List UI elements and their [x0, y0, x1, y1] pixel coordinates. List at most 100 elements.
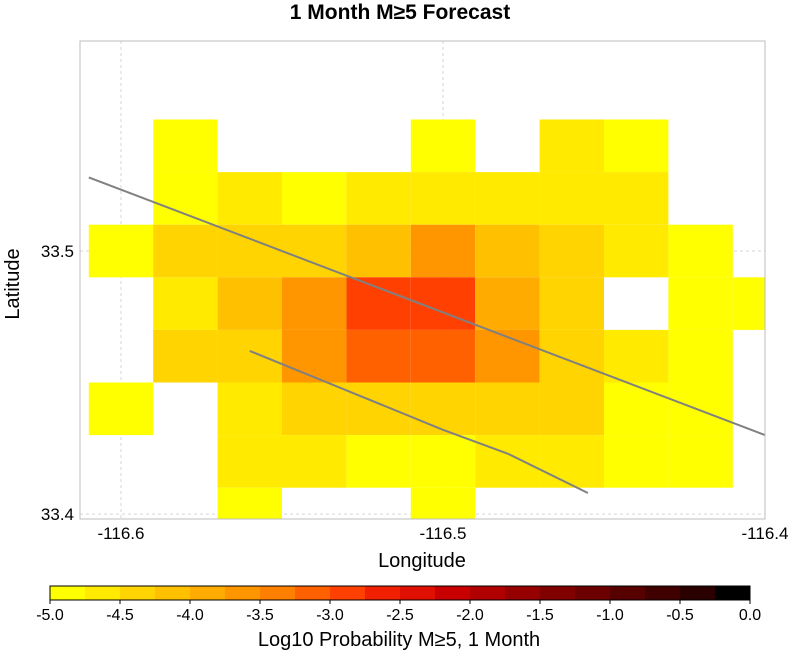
heatmap-cell — [539, 224, 604, 278]
colorbar-swatch — [85, 586, 121, 600]
heatmap-cell — [346, 277, 411, 330]
x-axis-label: Longitude — [378, 550, 466, 572]
heatmap-cell — [539, 172, 604, 225]
y-axis-label: Latitude — [2, 248, 24, 319]
colorbar-swatch — [365, 586, 401, 600]
colorbar-label: Log10 Probability M≥5, 1 Month — [258, 629, 540, 651]
heatmap-cell — [539, 119, 604, 173]
heatmap-cell — [153, 224, 218, 278]
heatmap-cell — [217, 382, 282, 436]
heatmap-cell — [346, 172, 411, 225]
plot-frame — [79, 40, 766, 520]
heatmap-cell — [539, 329, 604, 383]
heatmap-cell — [217, 487, 282, 519]
colorbar-swatch — [260, 586, 296, 600]
x-axis-ticks: -116.6 -116.5 -116.4 — [98, 524, 789, 543]
colorbar-swatch — [190, 586, 226, 600]
heatmap-cell — [217, 172, 282, 225]
colorbar-swatch — [435, 586, 471, 600]
heatmap-cell — [604, 329, 669, 383]
heatmap-cell — [153, 172, 218, 225]
heatmap-cell — [475, 329, 540, 383]
heatmap-cell — [475, 224, 540, 278]
colorbar-tick-label: -3.0 — [316, 607, 344, 624]
colorbar-swatch — [120, 586, 156, 600]
fault-trace-line — [88, 176, 766, 437]
heatmap-cell — [346, 224, 411, 278]
heatmap-cell — [475, 435, 540, 488]
fault-traces — [88, 176, 766, 494]
heatmap-cell — [475, 382, 540, 436]
colorbar-swatch — [155, 586, 191, 600]
heatmap-cell — [217, 435, 282, 488]
heatmap-cell — [153, 119, 218, 173]
colorbar-tick-label: -1.0 — [596, 607, 624, 624]
colorbar-tick-label: -3.5 — [246, 607, 274, 624]
chart-title: 1 Month M≥5 Forecast — [290, 1, 510, 24]
colorbar-ticks: -5.0 -4.5 -4.0 -3.5 -3.0 -2.5 -2.0 -1.5 -1.0 -0.5… — [36, 600, 761, 624]
colorbar-swatch — [505, 586, 541, 600]
x-tick-label: -116.6 — [98, 524, 145, 543]
colorbar-swatch — [540, 586, 576, 600]
heatmap-cell — [217, 224, 282, 278]
heatmap-cell — [346, 329, 411, 383]
heatmap-cell — [153, 329, 218, 383]
heatmap-cell — [410, 435, 476, 488]
colorbar-swatch — [330, 586, 366, 600]
colorbar-swatch — [470, 586, 506, 600]
heatmap-cell — [282, 172, 347, 225]
heatmap-cell — [475, 277, 540, 330]
colorbar-tick-label: -5.0 — [36, 607, 64, 624]
heatmap-cell — [282, 329, 347, 383]
colorbar-tick-label: -2.0 — [456, 607, 484, 624]
heatmap-cell — [668, 277, 733, 330]
y-tick-label: 33.4 — [41, 505, 74, 524]
heatmap-cell — [604, 435, 669, 488]
heatmap-cell — [475, 172, 540, 225]
heatmap-cell — [88, 224, 154, 278]
colorbar-swatch — [715, 586, 751, 600]
fault-trace-line — [249, 349, 589, 494]
heatmap-cell — [668, 329, 733, 383]
heatmap-cell — [604, 382, 669, 436]
colorbar-swatch — [610, 586, 646, 600]
heatmap-cell — [410, 382, 476, 436]
colorbar-swatch — [645, 586, 681, 600]
heatmap-cell — [539, 435, 604, 488]
colorbar-swatch — [295, 586, 331, 600]
heatmap-cell — [410, 119, 476, 173]
heatmap-cell — [88, 382, 154, 436]
colorbar-swatch — [575, 586, 611, 600]
colorbar-tick-label: -4.0 — [176, 607, 204, 624]
heatmap-cell — [604, 224, 669, 278]
heatmap-cell — [282, 277, 347, 330]
heatmap-cell — [668, 382, 733, 436]
heatmap-cell — [539, 382, 604, 436]
x-tick-label: -116.4 — [742, 524, 789, 543]
heatmap-cell — [282, 224, 347, 278]
x-tick-label: -116.5 — [420, 524, 467, 543]
y-tick-label: 33.5 — [41, 242, 74, 261]
colorbar-tick-label: -1.5 — [526, 607, 554, 624]
heatmap-cell — [153, 277, 218, 330]
colorbar-swatch — [400, 586, 436, 600]
colorbar-tick-label: 0.0 — [739, 607, 761, 624]
heatmap-cell — [539, 277, 604, 330]
heatmap-cell — [217, 329, 282, 383]
colorbar-tick-label: -0.5 — [666, 607, 694, 624]
colorbar-tick-label: -4.5 — [106, 607, 134, 624]
heatmap-cell — [732, 277, 765, 330]
heatmap-cell — [410, 487, 476, 519]
heatmap-cell — [668, 224, 733, 278]
heatmap-cell — [217, 277, 282, 330]
colorbar-swatch — [680, 586, 716, 600]
heatmap-cell — [410, 329, 476, 383]
colorbar-tick-label: -2.5 — [386, 607, 414, 624]
colorbar — [49, 585, 751, 601]
heatmap-cell — [410, 172, 476, 225]
heatmap-cell — [346, 382, 411, 436]
heatmap-cell — [604, 119, 669, 173]
heatmap-cell — [668, 435, 733, 488]
heatmap-cells — [88, 119, 765, 519]
